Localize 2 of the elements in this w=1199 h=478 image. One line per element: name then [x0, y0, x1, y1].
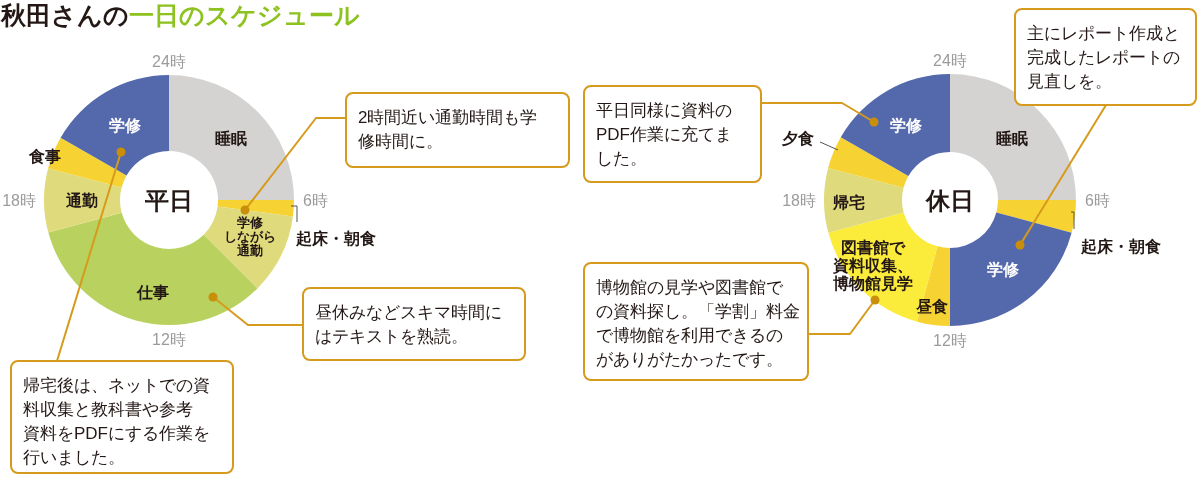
- subtitle: 一日のスケジュール: [129, 1, 360, 29]
- title: 秋田さんの: [1, 1, 129, 29]
